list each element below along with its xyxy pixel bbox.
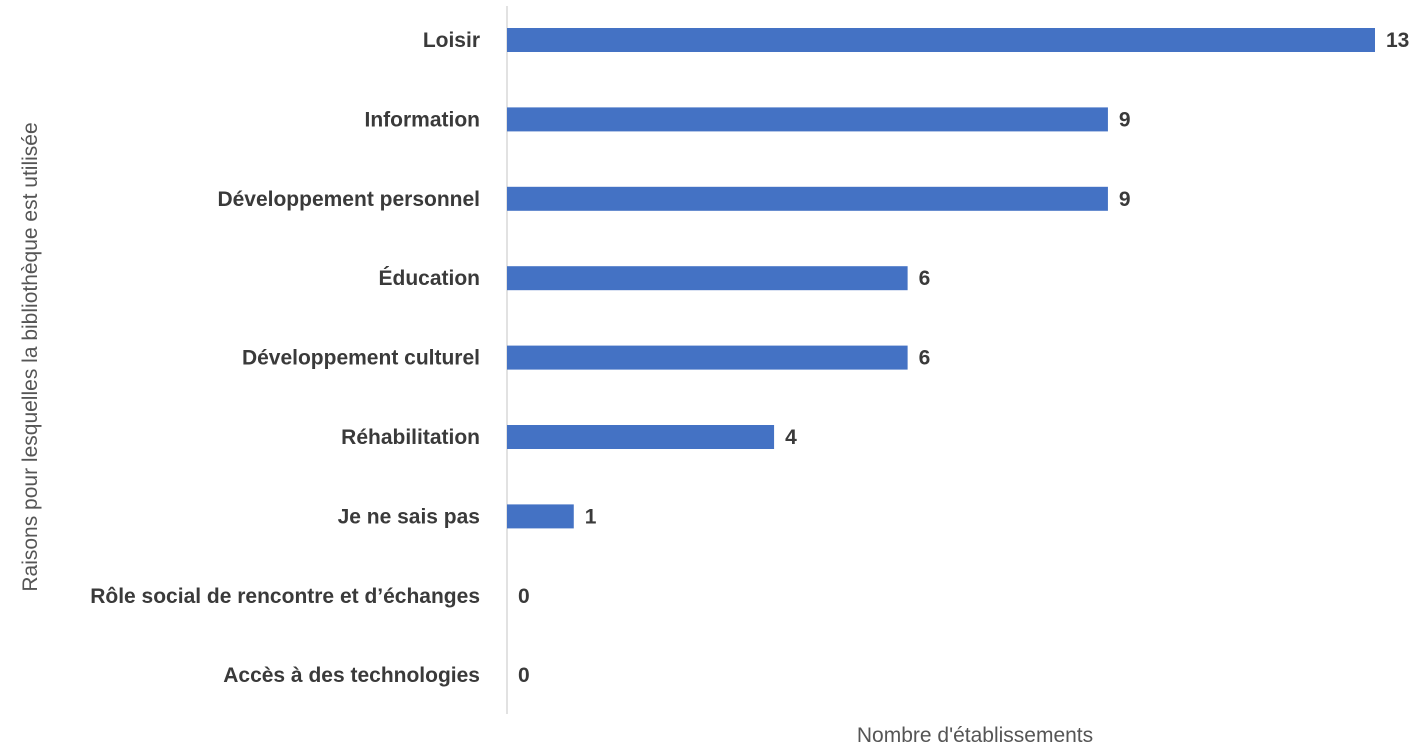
value-label-acces-a-des-technologies: 0 [518, 664, 530, 687]
value-label-information: 9 [1119, 108, 1131, 131]
bars [507, 28, 1375, 529]
category-label-role-social-de-rencontre-et-d-echanges: Rôle social de rencontre et d’échanges [90, 585, 480, 608]
bar-developpement-personnel [507, 186, 1108, 211]
category-label-je-ne-sais-pas: Je ne sais pas [338, 505, 480, 528]
category-label-acces-a-des-technologies: Accès à des technologies [223, 664, 480, 687]
category-label-developpement-personnel: Développement personnel [217, 188, 480, 211]
category-label-information: Information [365, 108, 481, 131]
bar-developpement-culturel [507, 345, 908, 370]
value-label-developpement-personnel: 9 [1119, 188, 1131, 211]
value-label-role-social-de-rencontre-et-d-echanges: 0 [518, 585, 530, 608]
value-labels: 13 9 9 6 6 4 1 0 0 [518, 29, 1409, 687]
y-axis-title: Raisons pour lesquelles la bibliothèque … [19, 122, 42, 591]
value-label-je-ne-sais-pas: 1 [585, 505, 597, 528]
x-axis-title: Nombre d'établissements [857, 724, 1093, 746]
category-label-rehabilitation: Réhabilitation [341, 426, 480, 449]
bar-information [507, 107, 1108, 132]
value-label-loisir: 13 [1386, 29, 1409, 52]
value-label-developpement-culturel: 6 [919, 347, 931, 370]
category-label-loisir: Loisir [423, 29, 480, 52]
value-label-rehabilitation: 4 [785, 426, 797, 449]
value-label-education: 6 [919, 267, 931, 290]
bar-je-ne-sais-pas [507, 504, 574, 529]
category-labels: Loisir Information Développement personnel… [90, 29, 480, 687]
bar-education [507, 266, 908, 291]
bar-rehabilitation [507, 425, 775, 449]
bar-loisir [507, 28, 1375, 52]
category-label-education: Éducation [378, 267, 480, 290]
category-label-developpement-culturel: Développement culturel [242, 347, 480, 370]
